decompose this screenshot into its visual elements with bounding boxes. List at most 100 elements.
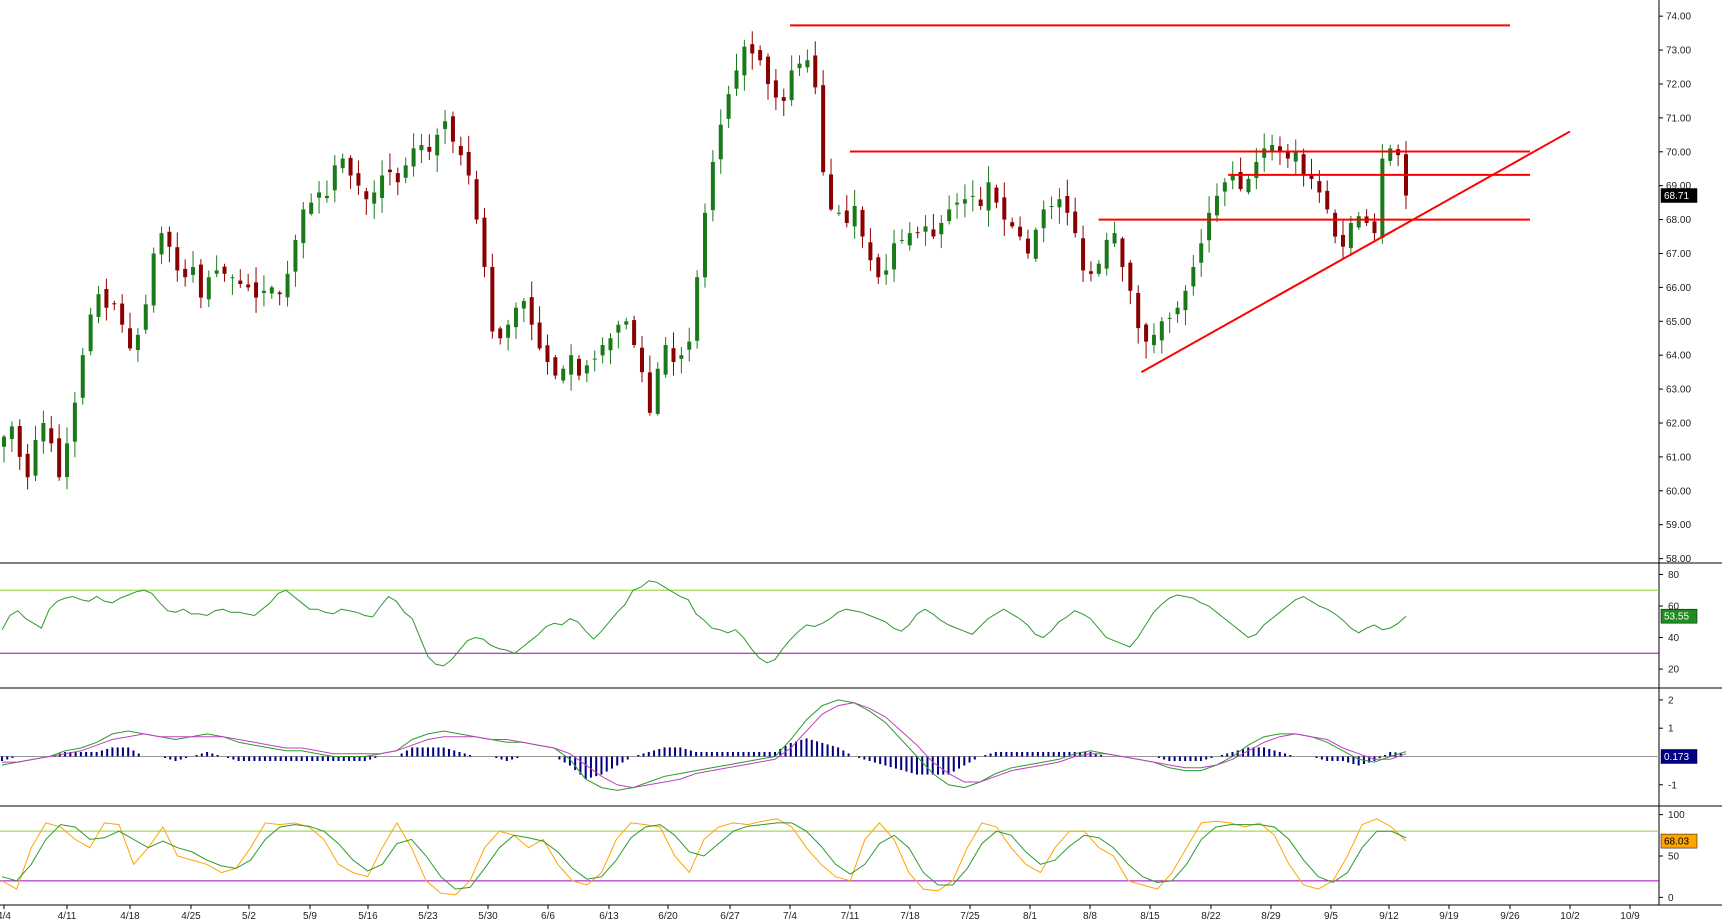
candle-body <box>813 55 818 88</box>
date-tick-label: 8/15 <box>1140 911 1160 922</box>
candle-body <box>695 277 700 341</box>
candle-body <box>1317 181 1322 193</box>
candle-body <box>915 232 920 234</box>
candle-body <box>1388 148 1393 161</box>
candle-body <box>655 368 660 414</box>
candle-body <box>1002 197 1007 220</box>
candle-body <box>403 165 408 178</box>
candle-body <box>49 428 54 444</box>
candle-body <box>726 94 731 119</box>
candle-body <box>639 347 644 373</box>
date-tick-label: 9/5 <box>1324 911 1338 922</box>
candle-body <box>206 277 211 300</box>
date-tick-label: 7/18 <box>900 911 920 922</box>
price-tick-label: 67.00 <box>1666 249 1691 260</box>
value-tags: 68.71 53.55 0.173 68.03 <box>1660 188 1698 849</box>
candle-body <box>632 320 637 346</box>
date-tick-label: 6/20 <box>658 911 678 922</box>
candle-body <box>1285 151 1290 159</box>
panel-tick-label: 80 <box>1668 570 1680 581</box>
date-tick-label: 5/2 <box>242 911 256 922</box>
candle-body <box>1270 145 1275 152</box>
candle-body <box>1380 158 1385 238</box>
candle-body <box>1096 263 1101 274</box>
candle-body <box>482 217 487 268</box>
candle-body <box>324 195 329 199</box>
candlestick-series <box>2 31 1408 490</box>
candle-body <box>183 268 188 278</box>
candle-body <box>1025 238 1030 254</box>
candle-body <box>592 358 597 360</box>
candle-body <box>1340 234 1345 247</box>
candle-body <box>521 300 526 309</box>
stoch-d-line <box>1 822 1407 890</box>
candle-body <box>884 270 889 275</box>
candle-body <box>836 212 841 214</box>
candle-body <box>1222 182 1227 192</box>
price-tick-label: 61.00 <box>1666 452 1691 463</box>
candle-body <box>576 358 581 376</box>
candle-body <box>293 239 298 272</box>
candle-body <box>1207 212 1212 241</box>
candle-body <box>624 321 629 325</box>
date-tick-label: 4/4 <box>0 911 11 922</box>
candle-body <box>1238 172 1243 190</box>
candle-body <box>703 212 707 278</box>
candle-body <box>214 270 219 274</box>
candle-body <box>1183 290 1188 311</box>
value-tag-text: 68.03 <box>1664 837 1689 848</box>
candle-body <box>372 192 377 204</box>
candle-body <box>734 70 739 89</box>
candle-body <box>876 257 881 278</box>
candle-body <box>616 324 621 333</box>
candle-body <box>120 303 125 325</box>
candle-body <box>25 453 30 478</box>
candle-body <box>285 273 290 298</box>
candle-body <box>80 355 85 398</box>
candle-body <box>1144 324 1149 342</box>
candle-body <box>104 288 109 308</box>
candle-body <box>309 202 314 214</box>
macd-signal-line <box>2 702 1407 789</box>
price-tick-label: 66.00 <box>1666 283 1691 294</box>
candle-body <box>1081 238 1086 271</box>
panel-tick-label: 50 <box>1668 852 1680 863</box>
candle-body <box>844 210 849 223</box>
candle-body <box>529 297 534 325</box>
price-tick-label: 62.00 <box>1666 419 1691 430</box>
candle-body <box>1010 222 1015 227</box>
price-tick-label: 64.00 <box>1666 351 1691 362</box>
candle-body <box>348 157 353 176</box>
candle-body <box>679 355 684 359</box>
candle-body <box>1136 292 1141 329</box>
value-tag-box <box>1660 188 1698 203</box>
value-tag-text: 0.173 <box>1664 752 1689 763</box>
candle-body <box>277 292 282 295</box>
candle-body <box>238 280 243 284</box>
candle-body <box>301 209 306 244</box>
candle-body <box>490 266 495 332</box>
candle-body <box>1309 174 1314 179</box>
price-tick-label: 59.00 <box>1666 520 1691 531</box>
trendline <box>1140 130 1571 374</box>
price-tick-label: 70.00 <box>1666 147 1691 158</box>
panel-tick-label: 1 <box>1668 724 1674 735</box>
candle-body <box>380 175 385 198</box>
candle-body <box>1246 178 1251 193</box>
candle-body <box>356 173 361 186</box>
candle-body <box>498 328 503 339</box>
candle-body <box>868 242 873 261</box>
value-tag-text: 68.71 <box>1664 191 1689 202</box>
candle-body <box>135 334 140 351</box>
candle-body <box>151 253 156 306</box>
candle-body <box>994 187 999 203</box>
date-tick-label: 6/6 <box>541 911 555 922</box>
date-tick-label: 9/19 <box>1439 911 1459 922</box>
date-tick-label: 8/1 <box>1023 911 1037 922</box>
date-tick-label: 7/25 <box>960 911 980 922</box>
candle-body <box>1333 212 1338 237</box>
candle-body <box>340 158 345 169</box>
candle-body <box>41 423 46 442</box>
candle-body <box>57 438 62 478</box>
